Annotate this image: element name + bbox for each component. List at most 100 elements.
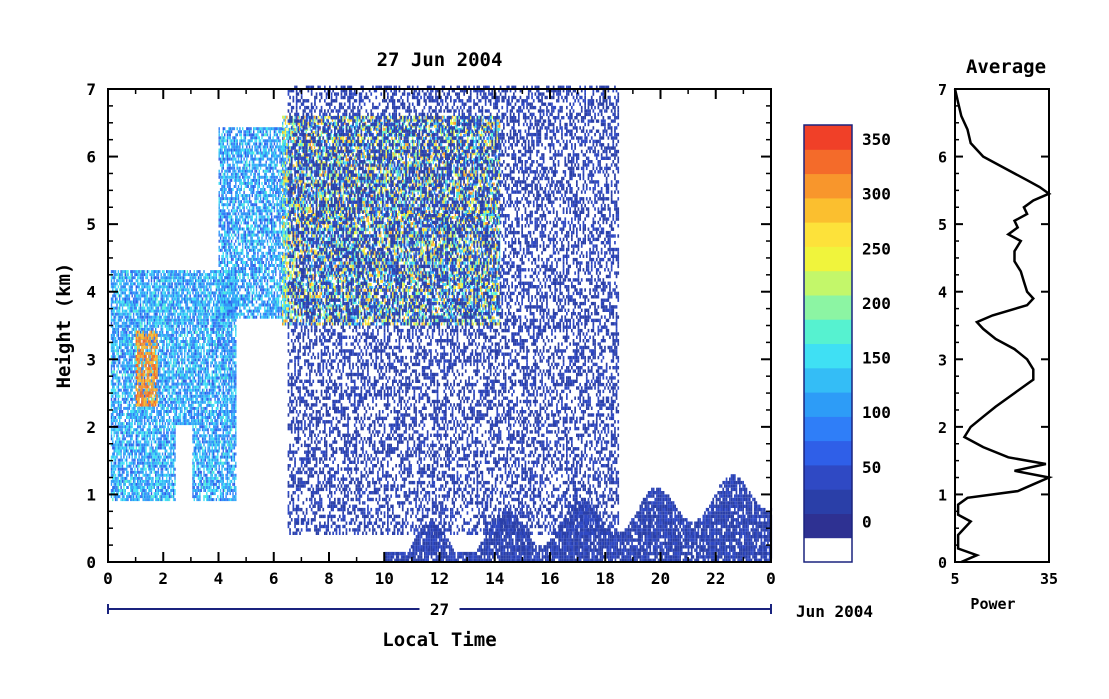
heatmap-cell bbox=[155, 313, 156, 316]
heatmap-cell bbox=[173, 322, 174, 325]
heatmap-cell bbox=[152, 462, 153, 465]
heatmap-cell bbox=[173, 298, 174, 301]
heatmap-cell bbox=[132, 294, 133, 297]
heatmap-cell bbox=[156, 465, 157, 468]
heatmap-cell bbox=[169, 334, 170, 337]
heatmap-cell bbox=[125, 380, 126, 383]
heatmap-cell bbox=[122, 377, 123, 380]
heatmap-cell bbox=[170, 492, 171, 495]
heatmap-cell bbox=[202, 273, 203, 276]
heatmap-cell bbox=[165, 459, 166, 462]
heatmap-cell bbox=[130, 291, 131, 294]
heatmap-cell bbox=[169, 465, 170, 468]
heatmap-cell bbox=[201, 291, 202, 294]
heatmap-cell bbox=[173, 495, 174, 498]
heatmap-cell bbox=[202, 428, 203, 431]
heatmap-cell bbox=[158, 352, 159, 355]
heatmap-cell bbox=[165, 334, 166, 337]
heatmap-cell bbox=[184, 349, 185, 352]
heatmap-cell bbox=[114, 370, 115, 373]
heatmap-cell bbox=[187, 334, 188, 337]
heatmap-cell bbox=[206, 434, 207, 437]
heatmap-cell bbox=[176, 346, 177, 349]
heatmap-cell bbox=[122, 462, 123, 465]
heatmap-cell bbox=[116, 465, 117, 468]
heatmap-cell bbox=[163, 310, 164, 313]
heatmap-cell bbox=[184, 316, 185, 319]
heatmap-cell bbox=[119, 355, 120, 358]
heatmap-cell bbox=[129, 298, 130, 301]
heatmap-cell bbox=[161, 291, 162, 294]
heatmap-cell bbox=[133, 407, 134, 410]
heatmap-cell bbox=[130, 462, 131, 465]
heatmap-cell bbox=[147, 310, 148, 313]
heatmap-cell bbox=[133, 428, 134, 431]
heatmap-cell bbox=[173, 410, 174, 413]
heatmap-cell bbox=[127, 374, 128, 377]
heatmap-cell bbox=[134, 370, 135, 373]
heatmap-cell bbox=[161, 383, 162, 386]
heatmap-cell bbox=[199, 279, 200, 282]
heatmap-cell bbox=[184, 401, 185, 404]
heatmap-cell bbox=[162, 492, 163, 495]
heatmap-cell bbox=[195, 343, 196, 346]
heatmap-cell bbox=[199, 480, 200, 483]
heatmap-cell bbox=[156, 380, 157, 383]
heatmap-cell bbox=[163, 304, 164, 307]
heatmap-cell bbox=[213, 395, 214, 398]
heatmap-cell bbox=[119, 428, 120, 431]
heatmap-cell bbox=[163, 340, 164, 343]
heatmap-cell bbox=[140, 480, 141, 483]
heatmap-cell bbox=[151, 453, 152, 456]
heatmap-cell bbox=[115, 395, 116, 398]
heatmap-cell bbox=[137, 304, 138, 307]
heatmap-cell bbox=[203, 495, 204, 498]
heatmap-cell bbox=[214, 364, 215, 367]
heatmap-cell bbox=[151, 456, 152, 459]
heatmap-cell bbox=[201, 395, 202, 398]
heatmap-cell bbox=[111, 282, 112, 285]
heatmap-cell bbox=[130, 437, 131, 440]
heatmap-cell bbox=[133, 276, 134, 279]
heatmap-cell bbox=[190, 386, 191, 389]
heatmap-cell bbox=[174, 288, 175, 291]
heatmap-cell bbox=[147, 298, 148, 301]
heatmap-cell bbox=[165, 301, 166, 304]
heatmap-cell bbox=[132, 377, 133, 380]
heatmap-cell bbox=[148, 480, 149, 483]
heatmap-cell bbox=[166, 307, 167, 310]
heatmap-cell bbox=[214, 291, 215, 294]
heatmap-cell bbox=[143, 443, 144, 446]
heatmap-cell bbox=[194, 456, 195, 459]
heatmap-cell bbox=[143, 447, 144, 450]
heatmap-cell bbox=[162, 298, 163, 301]
heatmap-cell bbox=[134, 386, 135, 389]
heatmap-cell bbox=[126, 465, 127, 468]
heatmap-cell bbox=[141, 370, 142, 373]
heatmap-cell bbox=[178, 419, 179, 422]
heatmap-cell bbox=[166, 270, 167, 273]
heatmap-cell bbox=[143, 495, 144, 498]
heatmap-cell bbox=[198, 291, 199, 294]
heatmap-cell bbox=[213, 416, 214, 419]
heatmap-cell bbox=[207, 416, 208, 419]
heatmap-cell bbox=[212, 310, 213, 313]
heatmap-cell bbox=[214, 322, 215, 325]
heatmap-cell bbox=[114, 483, 115, 486]
heatmap-cell bbox=[152, 434, 153, 437]
heatmap-cell bbox=[140, 431, 141, 434]
heatmap-cell bbox=[140, 450, 141, 453]
heatmap-cell bbox=[122, 349, 123, 352]
heatmap-cell bbox=[111, 389, 112, 392]
heatmap-cell bbox=[207, 340, 208, 343]
heatmap-cell bbox=[114, 334, 115, 337]
heatmap-cell bbox=[202, 285, 203, 288]
heatmap-cell bbox=[119, 395, 120, 398]
heatmap-cell bbox=[152, 328, 153, 331]
heatmap-cell bbox=[120, 486, 121, 489]
heatmap-cell bbox=[192, 325, 193, 328]
heatmap-cell bbox=[158, 489, 159, 492]
heatmap-cell bbox=[115, 355, 116, 358]
heatmap-cell bbox=[167, 298, 168, 301]
heatmap-cell bbox=[198, 298, 199, 301]
